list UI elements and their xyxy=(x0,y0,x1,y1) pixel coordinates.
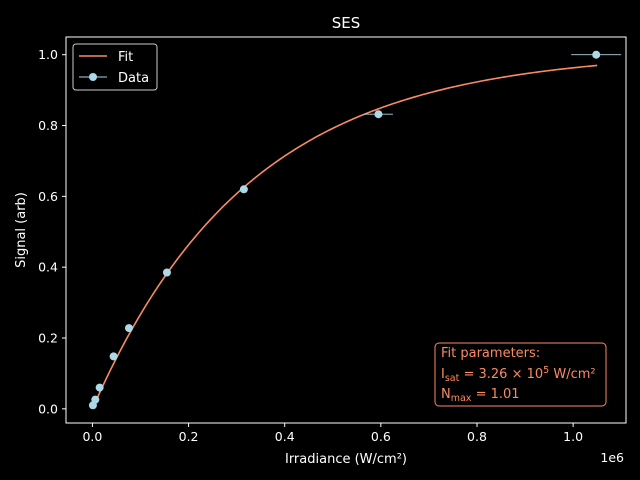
fit-parameters-annotation: Fit parameters: Isat = 3.26 × 105 W/cm² … xyxy=(434,342,607,407)
y-tick-label: 1.0 xyxy=(38,47,58,62)
y-tick-label: 0.4 xyxy=(38,260,58,275)
annotation-header: Fit parameters: xyxy=(441,346,540,361)
legend: Fit Data xyxy=(72,43,158,91)
annotation-nmax: Nmax = 1.01 xyxy=(441,387,520,404)
annotation-box xyxy=(434,342,607,407)
legend-data-label: Data xyxy=(118,71,149,86)
y-tick-label: 0.0 xyxy=(38,401,58,416)
chart-title: SES xyxy=(332,14,361,32)
legend-fit-label: Fit xyxy=(118,50,133,65)
annotation-isat: Isat = 3.26 × 105 W/cm² xyxy=(441,365,596,384)
data-point xyxy=(109,352,118,361)
data-point xyxy=(95,383,104,392)
data-point xyxy=(374,110,383,119)
data-point xyxy=(592,50,601,59)
x-tick-label: 0.2 xyxy=(179,429,199,444)
legend-data-marker xyxy=(89,73,97,81)
x-tick-label: 1.0 xyxy=(563,429,583,444)
x-tick-label: 0.4 xyxy=(275,429,295,444)
y-axis-label: Signal (arb) xyxy=(14,192,29,268)
data-point xyxy=(162,268,171,277)
y-tick-label: 0.8 xyxy=(38,118,58,133)
x-tick-label: 0.6 xyxy=(371,429,391,444)
data-point xyxy=(91,395,100,404)
data-point xyxy=(239,185,248,194)
axes-frame xyxy=(65,36,627,424)
x-offset-label: 1e6 xyxy=(600,450,624,465)
x-axis-label: Irradiance (W/cm²) xyxy=(285,452,407,467)
fit-line xyxy=(91,64,598,410)
y-tick-label: 0.2 xyxy=(38,331,58,346)
x-tick-label: 0.8 xyxy=(467,429,487,444)
x-tick-label: 0.0 xyxy=(82,429,102,444)
y-tick-label: 0.6 xyxy=(38,189,58,204)
data-point xyxy=(124,324,133,333)
